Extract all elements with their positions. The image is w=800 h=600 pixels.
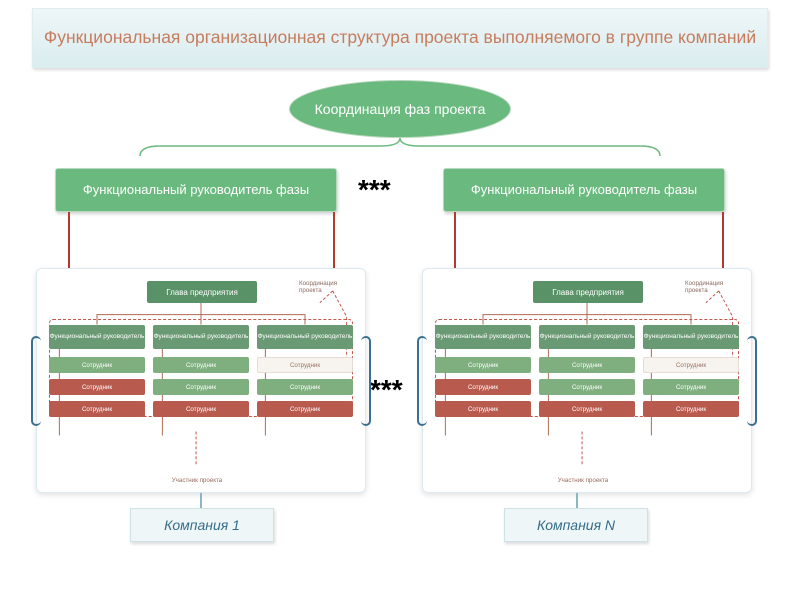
mini-emp: Сотрудник [257, 357, 353, 373]
mini-fm: Функциональный руководитель [257, 325, 353, 349]
mini-org-chart: Глава предприятия Координация проекта Фу… [49, 277, 353, 484]
mini-coord-note: Координация проекта [299, 281, 353, 294]
mini-head: Глава предприятия [147, 281, 257, 303]
bracket-icon [417, 336, 427, 426]
mini-col: Сотрудник Сотрудник Сотрудник [435, 357, 531, 417]
mini-emp: Сотрудник [643, 357, 739, 373]
company-label-n: Компания N [504, 508, 648, 542]
coordination-text: Координация фаз проекта [315, 101, 486, 118]
company-label-1: Компания 1 [130, 508, 274, 542]
mini-emp: Сотрудник [539, 401, 635, 417]
mini-fm: Функциональный руководитель [49, 325, 145, 349]
mini-emp: Сотрудник [435, 401, 531, 417]
func-mgr-label: Функциональный руководитель фазы [471, 183, 697, 198]
bracket-icon [747, 336, 757, 426]
mini-emp: Сотрудник [643, 379, 739, 395]
title-text: Функциональная организационная структура… [44, 26, 756, 50]
mini-emp: Сотрудник [643, 401, 739, 417]
label-connector [576, 493, 578, 509]
mini-emp: Сотрудник [49, 357, 145, 373]
mini-emp: Сотрудник [539, 357, 635, 373]
ellipsis-horizontal-2: *** [370, 374, 403, 406]
mini-emp: Сотрудник [257, 401, 353, 417]
mini-col: Сотрудник Сотрудник Сотрудник [539, 357, 635, 417]
mini-fm-row: Функциональный руководитель Функциональн… [435, 325, 739, 349]
mini-emp: Сотрудник [49, 401, 145, 417]
mini-participant: Участник проекта [165, 478, 229, 484]
mini-emp: Сотрудник [435, 379, 531, 395]
bracket-icon [31, 336, 41, 426]
mini-col: Сотрудник Сотрудник Сотрудник [49, 357, 145, 417]
coordination-ellipse: Координация фаз проекта [289, 80, 511, 138]
mini-fm-row: Функциональный руководитель Функциональн… [49, 325, 353, 349]
mini-emp: Сотрудник [153, 379, 249, 395]
functional-manager-left: Функциональный руководитель фазы [55, 168, 337, 212]
company-label-text: Компания 1 [164, 517, 240, 533]
mini-fm: Функциональный руководитель [539, 325, 635, 349]
mini-coord-note: Координация проекта [685, 281, 739, 294]
page-title: Функциональная организационная структура… [32, 8, 768, 68]
mini-org-chart: Глава предприятия Координация проекта Фу… [435, 277, 739, 484]
mini-head: Глава предприятия [533, 281, 643, 303]
bracket-icon [361, 336, 371, 426]
mini-col: Сотрудник Сотрудник Сотрудник [257, 357, 353, 417]
mini-emp: Сотрудник [49, 379, 145, 395]
company-card-left: Глава предприятия Координация проекта Фу… [36, 268, 366, 493]
label-connector [200, 493, 202, 509]
mini-emp: Сотрудник [539, 379, 635, 395]
mini-fm: Функциональный руководитель [153, 325, 249, 349]
mini-emp: Сотрудник [257, 379, 353, 395]
functional-manager-right: Функциональный руководитель фазы [443, 168, 725, 212]
mini-participant: Участник проекта [551, 478, 615, 484]
company-card-right: Глава предприятия Координация проекта Фу… [422, 268, 752, 493]
mini-emp: Сотрудник [153, 357, 249, 373]
mini-emp: Сотрудник [153, 401, 249, 417]
mini-emp: Сотрудник [435, 357, 531, 373]
mini-col: Сотрудник Сотрудник Сотрудник [153, 357, 249, 417]
ellipsis-horizontal: *** [358, 174, 391, 206]
mini-fm: Функциональный руководитель [643, 325, 739, 349]
company-label-text: Компания N [537, 517, 615, 533]
brace-connector [130, 136, 670, 158]
mini-col: Сотрудник Сотрудник Сотрудник [643, 357, 739, 417]
func-mgr-label: Функциональный руководитель фазы [83, 183, 309, 198]
mini-fm: Функциональный руководитель [435, 325, 531, 349]
